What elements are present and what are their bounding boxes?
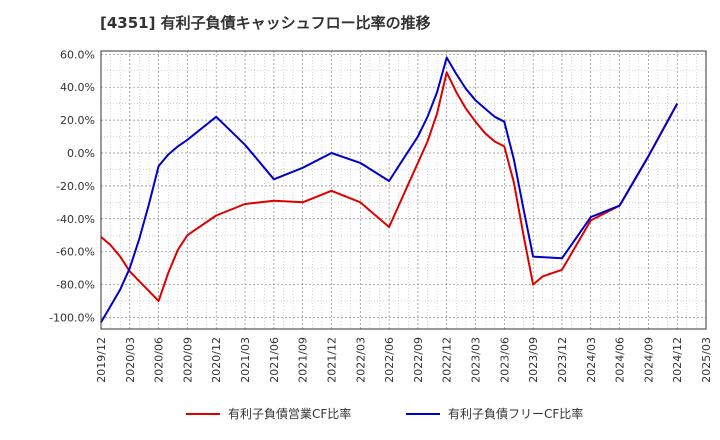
legend-label-2: 有利子負債フリーCF比率 [448, 406, 583, 421]
x-tick-label: 2023/03 [470, 337, 483, 383]
y-tick-label: 60.0% [60, 48, 95, 61]
x-tick-label: 2025/03 [700, 337, 713, 383]
legend: 有利子負債営業CF比率 有利子負債フリーCF比率 [186, 406, 583, 421]
series-line-1 [100, 71, 679, 302]
x-tick-label: 2020/12 [210, 337, 223, 383]
x-tick-label: 2020/03 [124, 337, 137, 383]
grid-lines [100, 51, 707, 329]
x-tick-label: 2024/12 [671, 337, 684, 383]
x-tick-label: 2024/03 [585, 337, 598, 383]
y-tick-label: -60.0% [56, 246, 95, 259]
plot-area [100, 50, 707, 330]
series-lines [100, 56, 679, 323]
y-tick-label: -100.0% [49, 311, 95, 324]
x-tick-label: 2021/06 [268, 337, 281, 383]
x-tick-label: 2022/12 [441, 337, 454, 383]
x-tick-label: 2021/12 [325, 337, 338, 383]
x-tick-label: 2023/06 [498, 337, 511, 383]
x-tick-label: 2023/09 [527, 337, 540, 383]
x-tick-label: 2022/03 [354, 337, 367, 383]
x-tick-label: 2021/09 [297, 337, 310, 383]
y-tick-label: 0.0% [67, 147, 95, 160]
x-tick-label: 2024/06 [614, 337, 627, 383]
x-tick-label: 2024/09 [642, 337, 655, 383]
axes: 60.0% 40.0% 20.0% 0.0% -20.0% -40.0% -60.0% -80… [49, 48, 713, 382]
series-line-2 [100, 56, 679, 323]
y-tick-label: 20.0% [60, 114, 95, 127]
x-tick-label: 2022/06 [383, 337, 396, 383]
legend-label-1: 有利子負債営業CF比率 [228, 406, 351, 421]
x-tick-label: 2023/12 [556, 337, 569, 383]
y-tick-label: -80.0% [56, 279, 95, 292]
x-tick-label: 2020/06 [153, 337, 166, 383]
y-tick-label: 40.0% [60, 81, 95, 94]
y-tick-label: -20.0% [56, 180, 95, 193]
x-tick-label: 2022/09 [412, 337, 425, 383]
y-tick-label: -40.0% [56, 213, 95, 226]
x-tick-label: 2021/03 [239, 337, 252, 383]
x-tick-label: 2020/09 [181, 337, 194, 383]
x-tick-label: 2019/12 [95, 337, 108, 383]
chart-title: [4351] 有利子負債キャッシュフロー比率の推移 [100, 14, 431, 32]
